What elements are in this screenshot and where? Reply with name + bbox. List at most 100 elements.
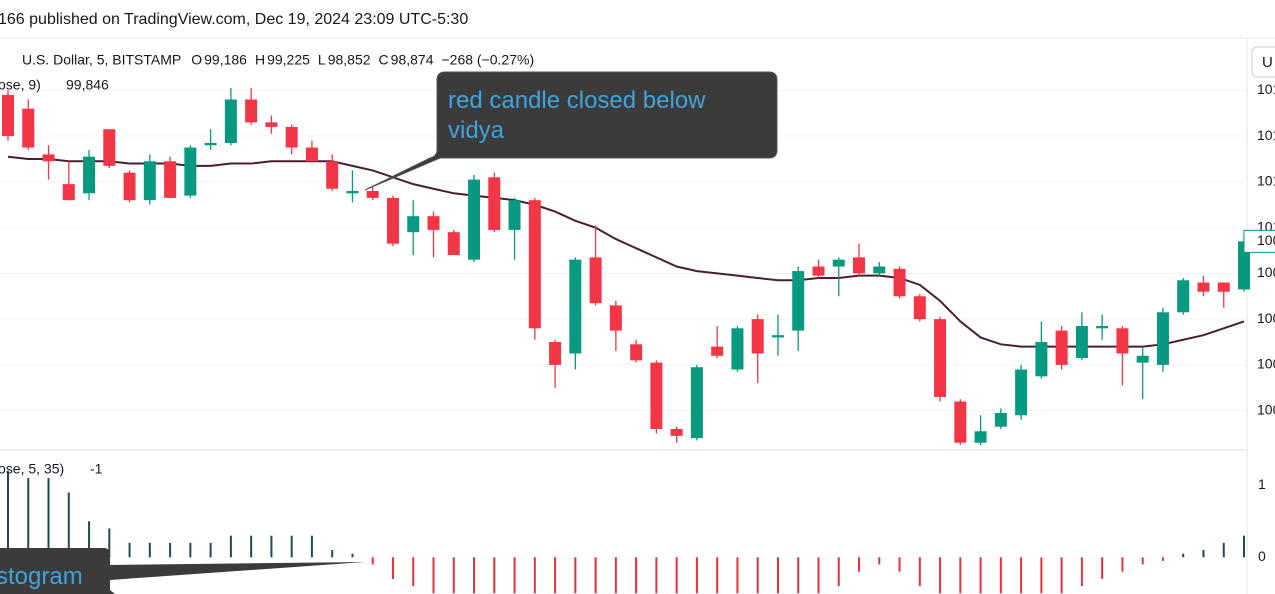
- ohlc-key: O: [191, 52, 202, 68]
- histogram-bar: [1222, 542, 1225, 558]
- histogram-bar: [128, 542, 131, 558]
- published-line: 166 published on TradingView.com, Dec 19…: [0, 11, 468, 28]
- histogram-bar: [189, 542, 192, 558]
- histogram-bar: [736, 557, 739, 594]
- candle-body: [305, 147, 318, 162]
- histogram-bar: [1060, 557, 1063, 594]
- histogram-bar: [1101, 557, 1104, 579]
- candle-body: [22, 108, 35, 148]
- candle-body: [488, 177, 501, 230]
- candle-body: [184, 147, 197, 196]
- histogram-bar: [533, 557, 536, 594]
- candle-body: [1217, 282, 1230, 292]
- histogram-bar: [655, 557, 658, 594]
- histogram-bar: [351, 553, 354, 558]
- histogram-bar: [574, 557, 577, 594]
- histogram-bar: [88, 521, 91, 558]
- histogram-bar: [1161, 557, 1164, 561]
- histogram-bar: [594, 557, 597, 594]
- candle-body: [1116, 328, 1129, 354]
- ohlc-value: 98,874: [391, 52, 434, 68]
- candle-body: [630, 344, 643, 361]
- candle-body: [1015, 369, 1028, 416]
- histogram-bar: [310, 535, 313, 558]
- ohlc-value: 99,225: [267, 52, 310, 68]
- candle-body: [974, 431, 987, 443]
- candle-body: [1055, 330, 1068, 365]
- indicator-value: 99,846: [66, 77, 109, 93]
- candle-body: [1197, 282, 1210, 292]
- histogram-bar: [614, 557, 617, 594]
- candle-body: [569, 259, 582, 354]
- axis-button[interactable]: [1251, 46, 1275, 78]
- histogram-bar: [1020, 557, 1023, 594]
- candle-body: [1035, 342, 1048, 377]
- candle-body: [62, 184, 75, 201]
- candle-body: [2, 94, 14, 137]
- histogram-bar: [797, 557, 800, 594]
- candle-body: [326, 161, 339, 189]
- candle-body: [731, 328, 744, 370]
- symbol: U.S. Dollar, 5, BITSTAMP: [22, 52, 181, 68]
- histogram-bar: [229, 535, 232, 558]
- histogram-bar: [1202, 550, 1205, 558]
- histogram-bar: [858, 557, 861, 572]
- candle-body: [83, 156, 96, 194]
- histogram-bar: [148, 542, 151, 558]
- candle-body: [589, 257, 602, 304]
- histogram-bar: [290, 535, 293, 558]
- axis-button-label[interactable]: U: [1262, 54, 1273, 71]
- candle-body: [386, 197, 399, 244]
- annotation-text: stogram: [0, 563, 83, 590]
- y-tick-label: 101,400: [1257, 127, 1275, 143]
- histogram-bar: [371, 557, 374, 565]
- candle-body: [265, 122, 278, 127]
- ohlc-value: 98,852: [328, 52, 371, 68]
- ohlc-key: L: [318, 52, 326, 68]
- candle-body: [1075, 326, 1088, 359]
- price-tag-label: 100,940: [1257, 232, 1275, 248]
- candle-body: [832, 259, 845, 267]
- candle-body: [1156, 312, 1169, 365]
- histogram-bar: [27, 478, 30, 558]
- histogram-bar: [47, 478, 50, 558]
- symbol-row: U.S. Dollar, 5, BITSTAMP O 99,186 H 99,225 L 9…: [22, 52, 534, 68]
- y-tick-label: 100,800: [1257, 264, 1275, 280]
- plot: 101,600101,400101,200101,000100,800100,6…: [0, 77, 1275, 594]
- candle-body: [528, 200, 541, 329]
- candle-body: [508, 200, 521, 230]
- y-tick-label: 100,400: [1257, 356, 1275, 372]
- histogram-bar: [452, 557, 455, 594]
- candle-body: [792, 271, 805, 331]
- histogram-bar: [878, 557, 881, 565]
- histogram-bar: [493, 557, 496, 594]
- histogram-bar: [391, 557, 394, 579]
- histogram-bar: [756, 557, 759, 594]
- y-tick-label: 1: [1258, 476, 1266, 492]
- candle-body: [1238, 241, 1250, 290]
- histogram-bar: [432, 557, 435, 594]
- histogram-bar: [939, 557, 942, 594]
- histogram-bar: [473, 557, 476, 594]
- histogram-bar: [635, 557, 638, 594]
- price-tag-box: [1243, 229, 1275, 253]
- y-tick-label: 0: [1258, 548, 1266, 564]
- histogram-bar: [979, 557, 982, 594]
- histogram-bar: [412, 557, 415, 587]
- histogram-bar: [817, 557, 820, 594]
- change: −268 (−0.27%): [441, 52, 534, 68]
- histogram-bar: [999, 557, 1002, 594]
- histogram-bar: [270, 535, 273, 558]
- histogram-bar: [1243, 535, 1245, 558]
- candle-body: [427, 216, 440, 230]
- candle-body: [366, 191, 379, 198]
- candle-body: [42, 154, 55, 162]
- candle-body: [751, 319, 764, 354]
- histogram-bar: [776, 557, 779, 594]
- y-tick-label: 100,600: [1257, 310, 1275, 326]
- candle-body: [346, 191, 359, 194]
- y-tick-label: 100,200: [1257, 401, 1275, 417]
- indicator-value: -1: [90, 461, 103, 477]
- histogram-bar: [554, 557, 557, 594]
